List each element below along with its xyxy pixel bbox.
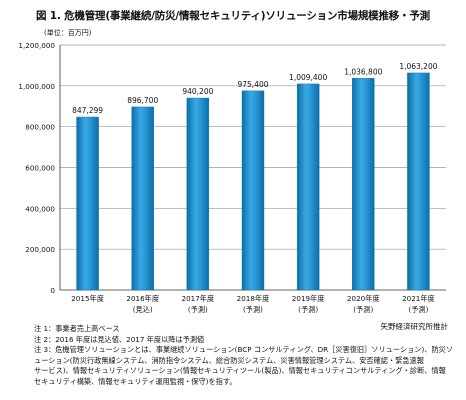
source-credit: 矢野経済研究所推計	[380, 322, 449, 331]
bar	[352, 78, 375, 291]
bars	[76, 72, 430, 291]
x-tick-sublabel: (予測)	[188, 305, 208, 314]
bar	[186, 97, 210, 291]
bar	[241, 90, 265, 291]
x-tick-sublabel: (予測)	[353, 305, 373, 314]
x-tick-sublabel: (見込)	[133, 305, 153, 314]
data-label: 1,036,800	[344, 67, 382, 76]
note-line: サービス)、情報セキュリティソリューション(情報セキュリティツール(製品)、情報…	[34, 366, 446, 376]
data-label: 940,200	[182, 87, 213, 96]
x-tick-sublabel: (予測)	[298, 305, 318, 314]
x-tick-label: 2019年度	[292, 294, 325, 303]
x-tick-sublabel: (予測)	[243, 305, 263, 314]
note-line: 注 2：2016 年度は見込値、2017 年度以降は予測値	[34, 334, 205, 344]
y-tick-label: 800,000	[25, 123, 55, 132]
x-tick-label: 2017年度	[182, 294, 215, 303]
notes-section: 注 1：事業者売上高ベース 注 2：2016 年度は見込値、2017 年度以降は…	[34, 324, 454, 388]
y-tick-label: 0	[50, 286, 55, 295]
note-line: セキュリティ構築、情報セキュリティ運用監視・保守)を指す。	[34, 376, 237, 386]
note-line: ューション(防災行政無線システム、消防指令システム、総合防災システム、災害情報管…	[34, 355, 424, 365]
y-tick-label: 1,200,000	[18, 41, 55, 50]
note-line: 注 1：事業者売上高ベース	[34, 324, 120, 333]
y-tick-label: 1,000,000	[18, 82, 55, 91]
x-tick-label: 2021年度	[402, 294, 435, 303]
data-label: 1,063,200	[399, 62, 437, 71]
bar	[131, 106, 154, 291]
data-label: 1,009,400	[289, 73, 327, 82]
x-tick-label: 2020年度	[347, 294, 380, 303]
data-label: 896,700	[127, 96, 158, 105]
y-tick-label: 200,000	[25, 245, 55, 254]
chart-title: 図 1. 危機管理(事業継続/防災/情報セキュリティ)ソリューション市場規模推移…	[36, 10, 430, 22]
data-label: 975,400	[237, 80, 268, 89]
bar	[296, 83, 320, 291]
bar	[407, 72, 430, 291]
x-tick-label: 2016年度	[126, 294, 159, 303]
x-tick-label: 2015年度	[71, 294, 104, 303]
x-tick-label: 2018年度	[237, 294, 270, 303]
bar-chart: 0 200,000 400,000 600,000 800,000 1,000,000 1,…	[18, 41, 446, 314]
note-line: 注 3：危機管理ソリューションとは、事業継続ソリューション(BCP コンサルティ…	[34, 345, 454, 355]
bar	[76, 116, 99, 291]
y-tick-label: 400,000	[25, 204, 55, 213]
unit-label: (単位：百万円)	[44, 29, 92, 37]
y-tick-label: 600,000	[25, 164, 55, 173]
labels: 0 200,000 400,000 600,000 800,000 1,000,000 1,…	[18, 41, 437, 314]
x-tick-sublabel: (予測)	[408, 305, 428, 314]
data-label: 847,299	[72, 106, 103, 115]
